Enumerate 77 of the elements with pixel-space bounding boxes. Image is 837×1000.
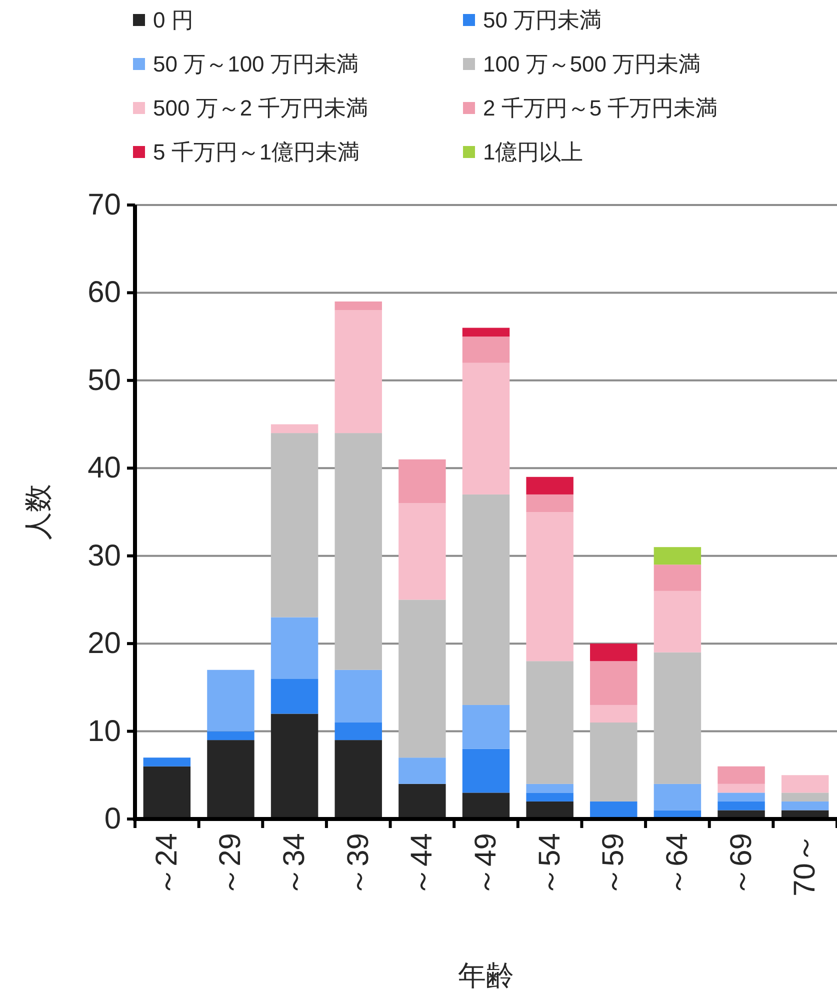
bar — [781, 792, 829, 802]
legend-label: 5 千万円～1億円未満 — [153, 140, 360, 164]
bar — [462, 704, 510, 749]
legend-label: 1億円以上 — [483, 140, 584, 164]
bar — [526, 792, 574, 802]
bar — [270, 617, 318, 679]
bar — [334, 310, 382, 434]
x-axis-title: 年齢 — [458, 960, 514, 991]
bar — [654, 590, 702, 652]
bar — [526, 512, 574, 662]
bar — [718, 766, 765, 784]
x-tick-label: ～49 — [470, 833, 502, 896]
bar — [462, 336, 510, 363]
bar — [590, 661, 638, 705]
bar — [398, 459, 446, 504]
x-tick-label: ～69 — [724, 833, 758, 896]
bar — [334, 433, 382, 670]
bar — [207, 740, 254, 819]
bar — [462, 792, 510, 819]
bar — [654, 652, 702, 784]
legend-label: 50 万円未満 — [483, 8, 602, 32]
bar — [270, 714, 318, 819]
bar — [143, 766, 191, 819]
y-tick-label: 40 — [88, 452, 121, 485]
y-tick-label: 10 — [88, 714, 121, 748]
x-tick-label: ～39 — [342, 833, 375, 896]
y-tick-label: 20 — [88, 627, 121, 660]
bar — [526, 476, 574, 494]
bar — [526, 661, 574, 784]
bar — [462, 494, 510, 705]
bar — [398, 758, 446, 784]
bar — [462, 362, 510, 494]
bar — [207, 731, 254, 740]
bar — [462, 748, 510, 793]
legend-label: 100 万～500 万円未満 — [483, 52, 701, 76]
bar — [718, 801, 765, 810]
x-tick-label: ～29 — [214, 833, 248, 896]
bar — [398, 784, 446, 819]
y-tick-label: 30 — [88, 539, 121, 572]
bar — [398, 600, 446, 758]
x-tick-label: ～44 — [406, 833, 439, 896]
bar — [718, 792, 765, 802]
y-axis-title: 人数 — [22, 484, 54, 540]
legend-label: 50 万～100 万円未満 — [153, 52, 358, 76]
bar — [334, 740, 382, 819]
bar — [270, 433, 318, 618]
x-tick-label: ～64 — [660, 833, 694, 896]
bar — [781, 775, 829, 793]
x-tick-label: ～34 — [278, 833, 312, 896]
bar — [526, 784, 574, 793]
bar — [334, 301, 382, 310]
bar — [207, 670, 254, 732]
bar — [718, 784, 765, 793]
y-tick-label: 70 — [88, 188, 121, 222]
x-tick-label: ～59 — [597, 833, 630, 896]
bar — [270, 424, 318, 434]
bar — [462, 328, 510, 337]
legend-label: 500 万～2 千万円未満 — [153, 96, 368, 120]
x-tick-label: 70～ — [788, 833, 822, 896]
bar — [334, 722, 382, 740]
y-tick-label: 0 — [104, 802, 121, 836]
bar — [526, 494, 574, 512]
bar — [590, 722, 638, 802]
bar — [590, 704, 638, 723]
bar — [334, 670, 382, 723]
bar — [590, 644, 638, 662]
x-tick-label: ～24 — [150, 833, 184, 896]
legend-label: 0 円 — [153, 8, 194, 32]
bar — [270, 678, 318, 714]
legend-label: 2 千万円～5 千万円未満 — [483, 96, 718, 120]
bar — [398, 503, 446, 600]
x-tick-label: ～54 — [533, 833, 566, 896]
y-tick-label: 50 — [88, 364, 121, 397]
bar — [143, 758, 191, 766]
y-tick-label: 60 — [88, 276, 121, 310]
bar — [654, 784, 702, 810]
bar — [781, 801, 829, 810]
